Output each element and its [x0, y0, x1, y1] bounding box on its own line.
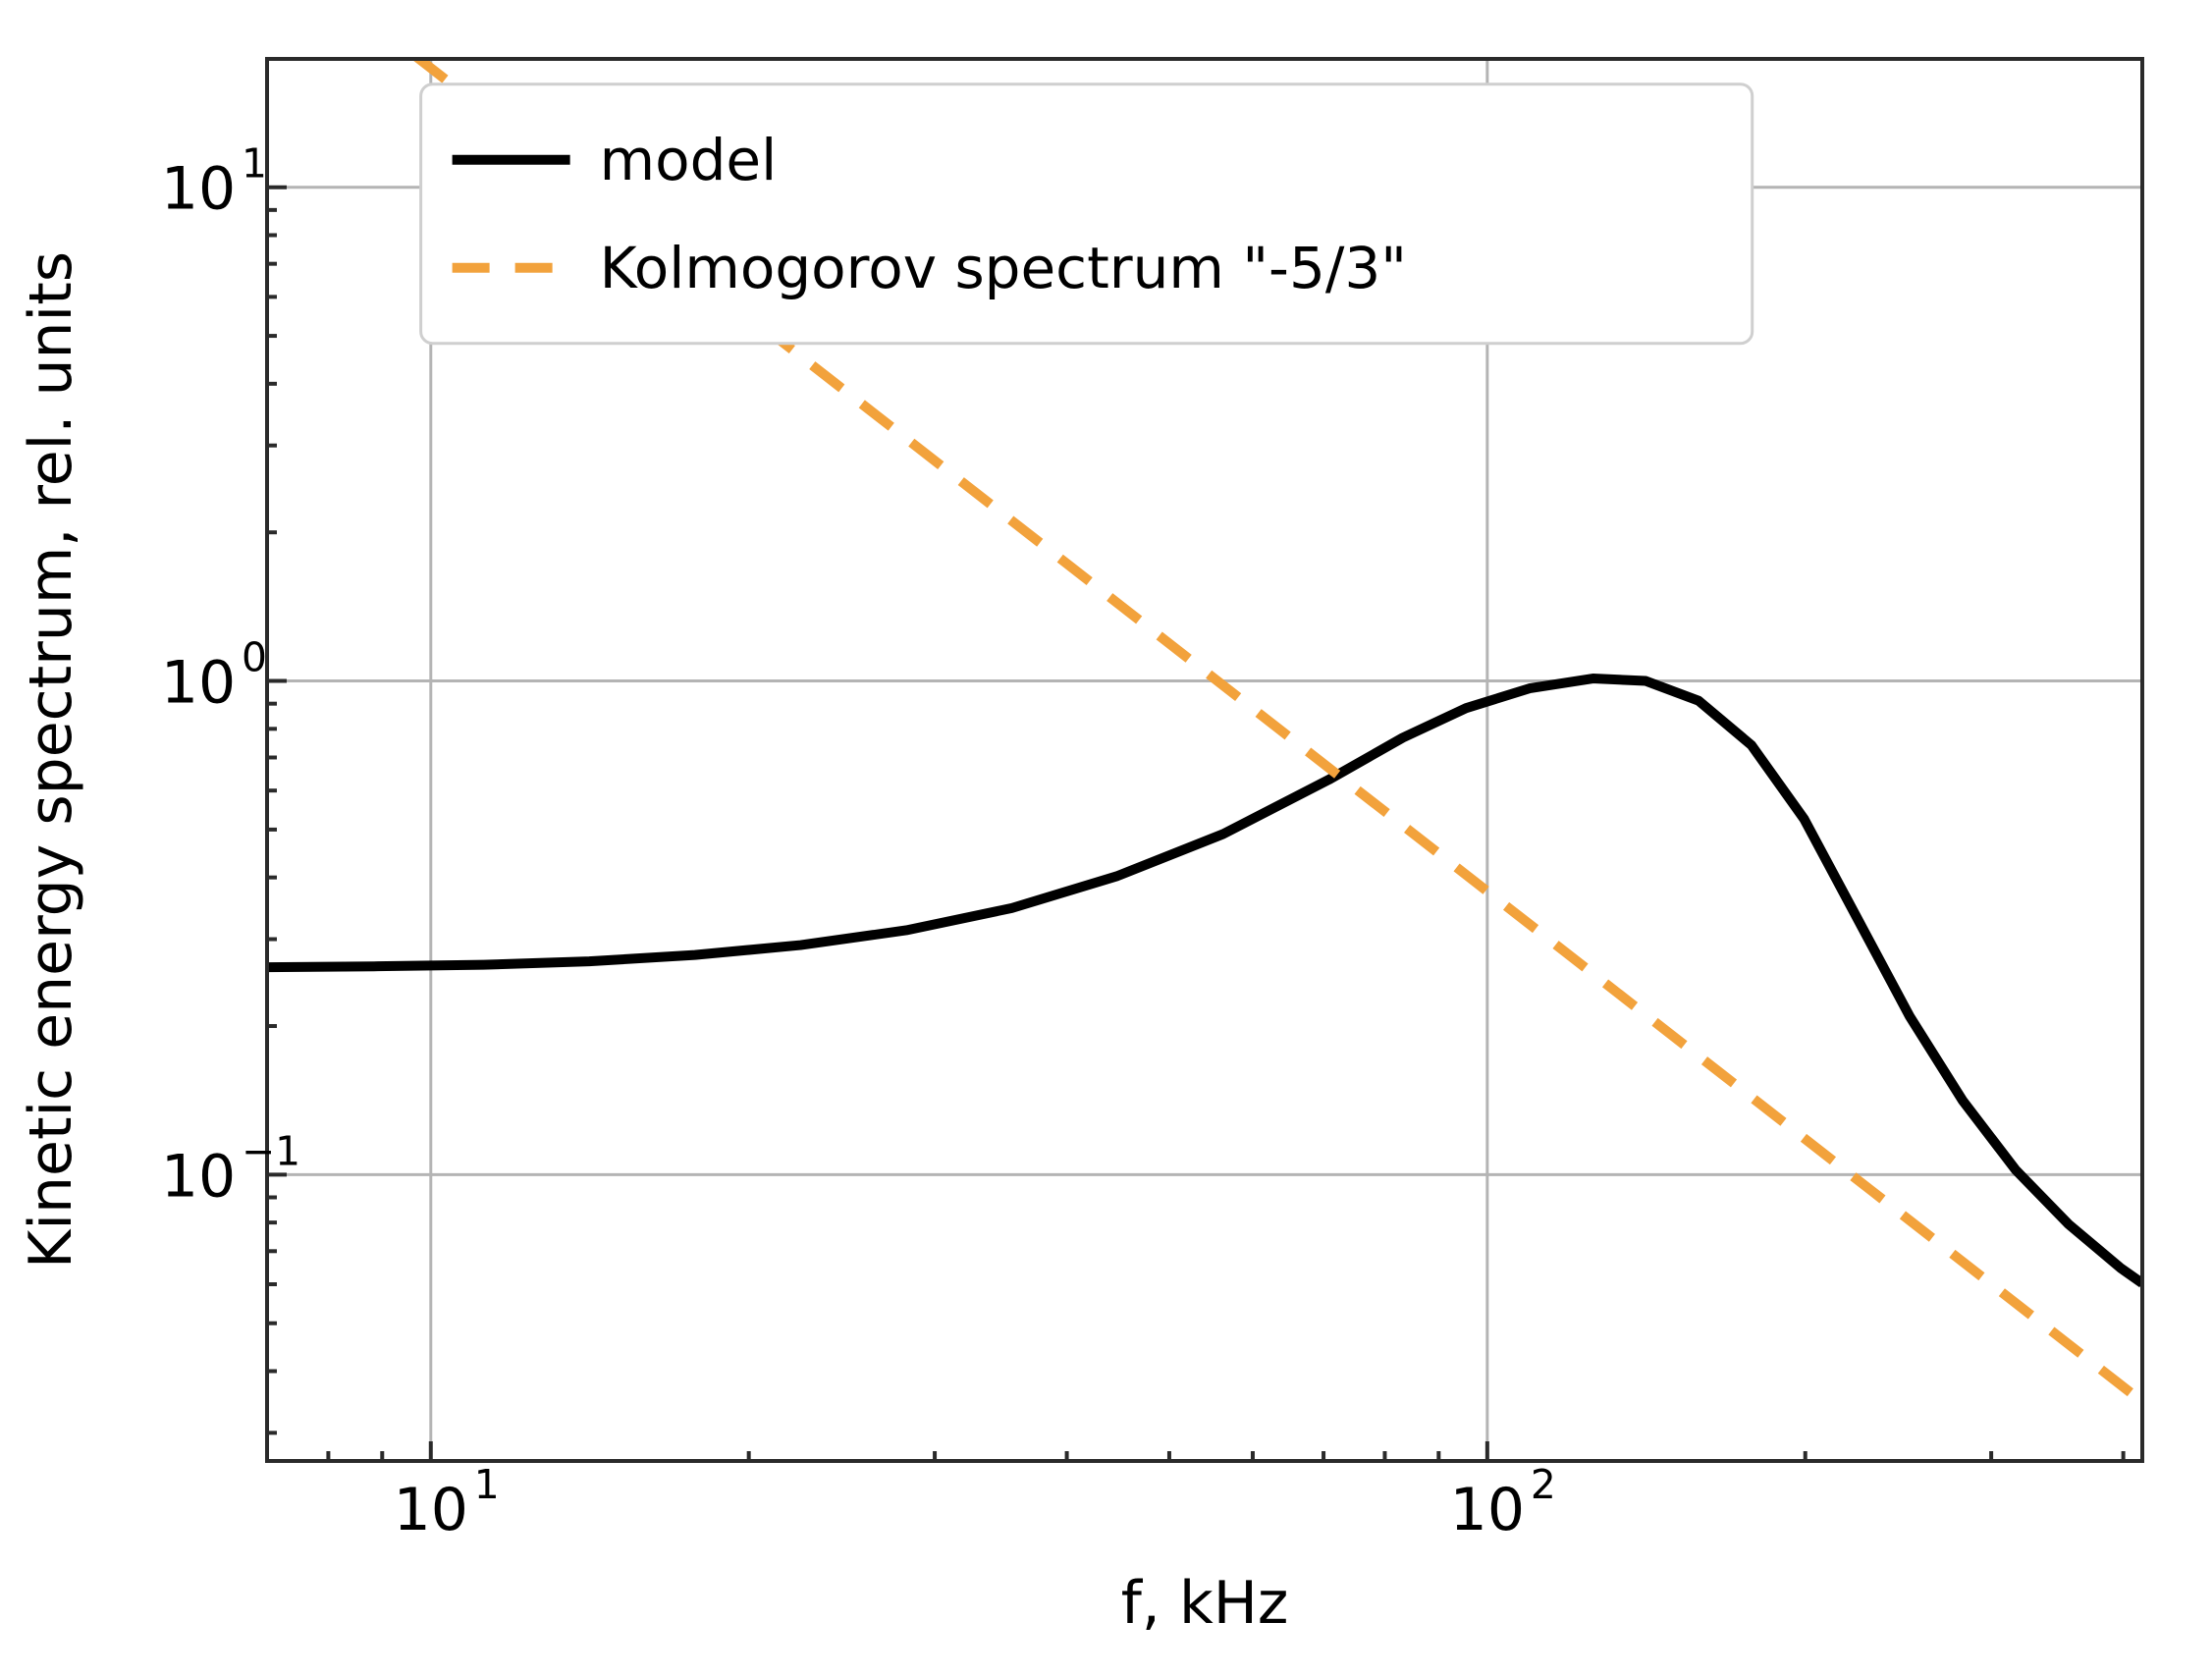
svg-text:0: 0	[242, 634, 267, 681]
energy-spectrum-chart: 10110210−1100101f, kHzKinetic energy spe…	[0, 0, 2212, 1676]
x-axis-label: f, kHz	[1121, 1569, 1289, 1638]
legend-label: model	[600, 127, 778, 193]
y-axis-label: Kinetic energy spectrum, rel. units	[17, 251, 85, 1269]
svg-text:2: 2	[1531, 1461, 1556, 1508]
svg-text:1: 1	[242, 140, 267, 188]
svg-text:−1: −1	[242, 1127, 300, 1174]
legend: model Kolmogorov spectrum "-5/3"	[421, 84, 1753, 344]
svg-text:1: 1	[474, 1461, 500, 1508]
svg-text:10: 10	[161, 1142, 236, 1211]
legend-frame	[421, 84, 1753, 344]
svg-text:10: 10	[161, 155, 236, 224]
svg-text:10: 10	[1450, 1476, 1525, 1544]
svg-text:10: 10	[161, 649, 236, 718]
svg-text:10: 10	[394, 1476, 468, 1544]
legend-label: Kolmogorov spectrum "-5/3"	[600, 235, 1407, 301]
